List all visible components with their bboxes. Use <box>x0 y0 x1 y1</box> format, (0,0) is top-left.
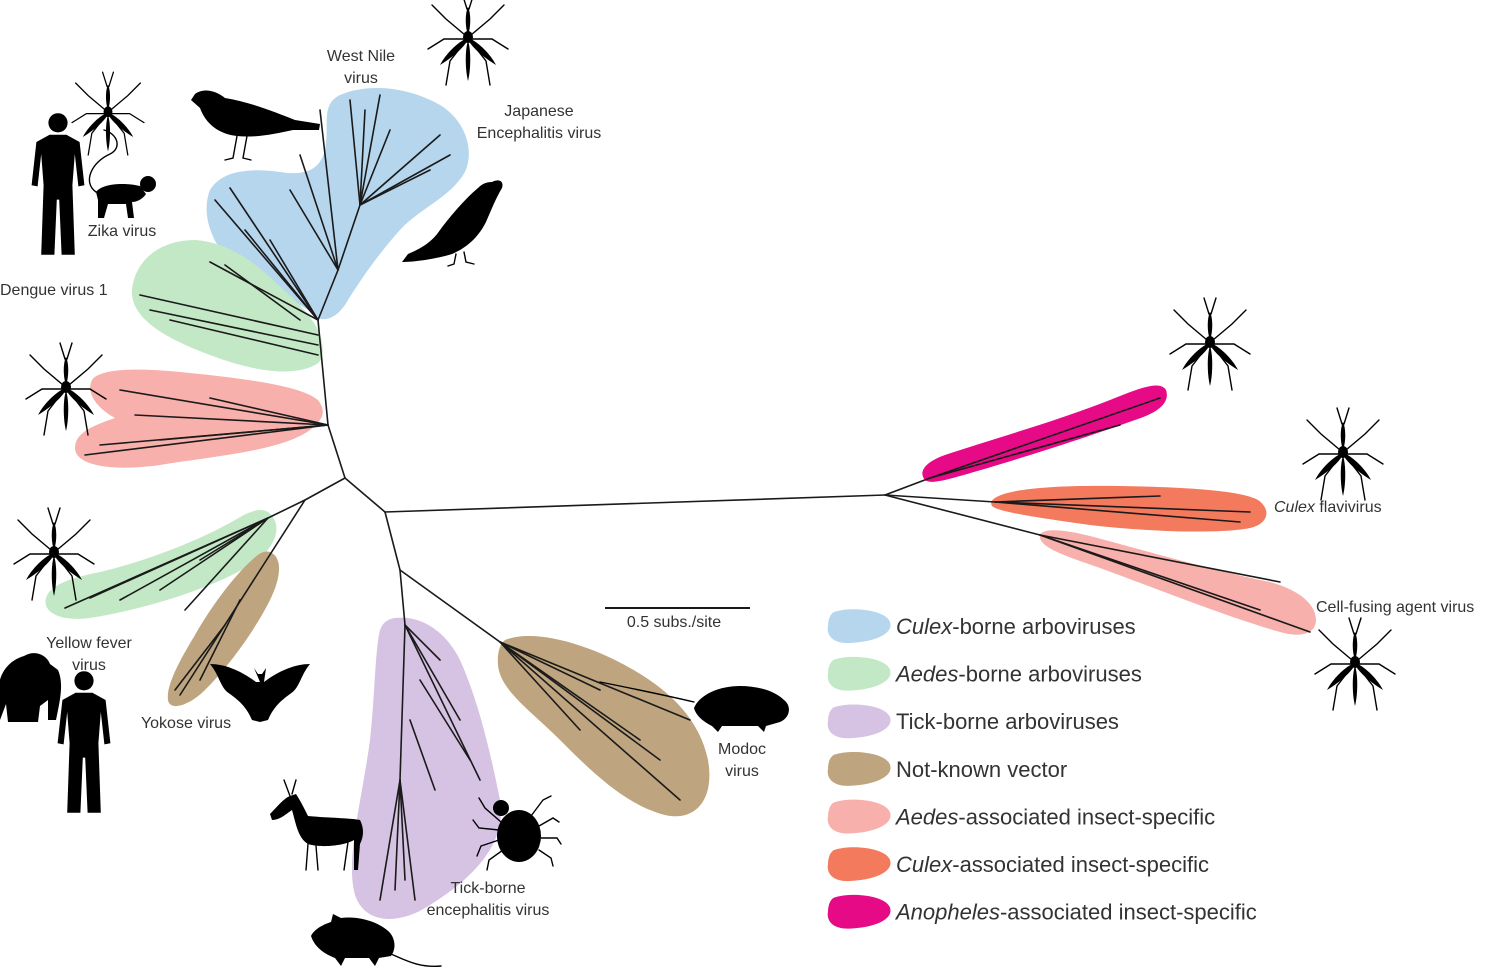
label-tbe: Tick-borne <box>451 880 526 897</box>
label-yellow-fever-2: virus <box>72 657 106 674</box>
legend-swatch <box>827 847 891 882</box>
label-culex-flavivirus: Culex flavivirus <box>1274 499 1382 516</box>
legend-swatch <box>827 656 891 691</box>
deer-icon <box>270 779 363 871</box>
label-culex-flavivirus-rest: flavivirus <box>1315 499 1382 516</box>
label-culex-flavivirus-italic: Culex <box>1274 499 1316 516</box>
legend-label-rest: -associated insect-specific <box>1000 900 1257 925</box>
label-japanese-2: Encephalitis virus <box>477 125 602 142</box>
legend-item: Anopheles-associated insect-specific <box>827 894 1257 929</box>
human-icon <box>57 671 111 813</box>
scale-bar: 0.5 subs./site <box>605 607 750 631</box>
clade-not-known-modoc <box>497 636 710 817</box>
legend-label: Anopheles-associated insect-specific <box>894 900 1257 925</box>
label-cell-fusing-agent: Cell-fusing agent virus <box>1316 599 1474 616</box>
legend-item: Not-known vector <box>827 752 1067 786</box>
legend-label-rest: -borne arboviruses <box>952 614 1135 639</box>
legend-label: Tick-borne arboviruses <box>896 709 1119 734</box>
legend-label-rest: Not-known vector <box>896 757 1067 782</box>
gorilla-icon <box>0 653 62 722</box>
legend-label: Aedes-borne arboviruses <box>894 662 1142 687</box>
legend-label: Aedes-associated insect-specific <box>894 804 1215 829</box>
legend-swatch <box>827 752 891 786</box>
bat-icon <box>210 664 310 722</box>
label-modoc-2: virus <box>725 763 759 780</box>
legend-label-rest: -borne arboviruses <box>958 662 1141 687</box>
label-zika: Zika virus <box>88 223 156 240</box>
label-tbe-2: encephalitis virus <box>427 902 550 919</box>
legend-label-italic: Anopheles <box>894 900 1000 925</box>
clade-anopheles-isf <box>922 385 1167 482</box>
mosquito-icon <box>427 0 509 86</box>
label-yokose: Yokose virus <box>141 715 231 732</box>
clade-blobs <box>45 87 1316 919</box>
label-japanese: Japanese <box>504 103 573 120</box>
virus-labels: West Nile virus Japanese Encephalitis vi… <box>0 48 1474 919</box>
label-west-nile: West Nile <box>327 48 395 65</box>
bird-icon <box>191 90 320 161</box>
legend-label-italic: Culex <box>896 614 953 639</box>
legend-label-italic: Aedes <box>894 662 958 687</box>
silhouettes <box>0 0 1396 968</box>
clade-culex-borne <box>206 87 469 320</box>
label-modoc: Modoc <box>718 741 766 758</box>
legend-item: Aedes-associated insect-specific <box>827 799 1215 834</box>
clade-aedes-borne-top <box>131 240 323 372</box>
label-yellow-fever: Yellow fever <box>46 635 132 652</box>
legend-label-italic: Aedes <box>894 804 958 829</box>
legend-label: Culex-associated insect-specific <box>896 852 1209 877</box>
legend-swatch <box>827 799 891 834</box>
mosquito-icon <box>1314 617 1396 711</box>
scale-bar-label: 0.5 subs./site <box>627 614 721 631</box>
mosquito-icon <box>71 71 145 156</box>
legend-item: Culex-associated insect-specific <box>827 847 1209 882</box>
legend-item: Tick-borne arboviruses <box>827 704 1119 739</box>
mouse-icon <box>311 914 442 968</box>
legend-item: Aedes-borne arboviruses <box>827 656 1142 691</box>
legend-label-rest: Tick-borne arboviruses <box>896 709 1119 734</box>
legend-item: Culex-borne arboviruses <box>827 609 1136 644</box>
legend-label: Culex-borne arboviruses <box>896 614 1136 639</box>
label-dengue: Dengue virus 1 <box>0 282 108 299</box>
legend-label: Not-known vector <box>896 757 1067 782</box>
tree-branches <box>64 94 1311 901</box>
monkey-icon <box>88 129 156 218</box>
legend-label-rest: -associated insect-specific <box>958 804 1215 829</box>
label-west-nile-2: virus <box>344 70 378 87</box>
mosquito-icon <box>1302 407 1384 501</box>
rat-icon <box>599 681 789 732</box>
legend-swatch <box>827 609 891 644</box>
crow-icon <box>402 180 503 267</box>
tick-icon <box>472 795 562 871</box>
legend-swatch <box>827 894 891 929</box>
clade-culex-isf <box>991 485 1267 532</box>
legend-label-italic: Culex <box>896 852 953 877</box>
mosquito-icon <box>1169 297 1251 391</box>
human-icon <box>31 113 85 255</box>
legend-swatch <box>827 704 891 739</box>
clade-not-known-yokose <box>167 551 280 707</box>
legend-label-rest: -associated insect-specific <box>952 852 1209 877</box>
